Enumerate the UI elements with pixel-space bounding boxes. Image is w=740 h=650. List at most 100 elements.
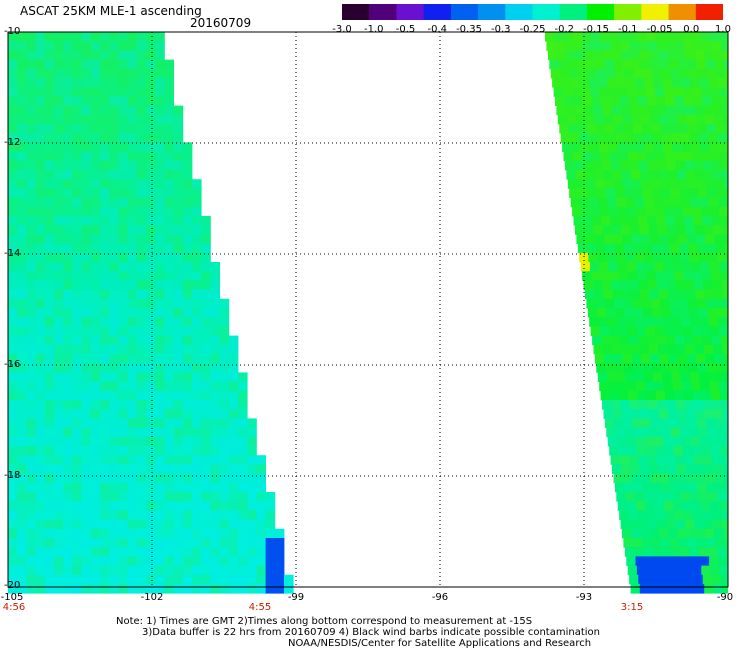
swath-cell <box>210 271 220 281</box>
swath-cell <box>17 50 27 60</box>
swath-cell <box>284 574 294 585</box>
swath-cell <box>678 124 689 134</box>
swath-cell <box>655 446 665 456</box>
swath-cell <box>687 538 698 548</box>
swath-cell <box>716 547 727 557</box>
swath-cell <box>629 574 639 585</box>
swath-cell <box>136 547 147 557</box>
swath-cell <box>684 574 694 585</box>
swath-cell <box>712 160 722 171</box>
swath-cell <box>146 280 156 290</box>
swath-cell <box>146 455 156 465</box>
swath-cell <box>146 565 156 576</box>
swath-cell <box>26 151 36 162</box>
swath-cell <box>647 280 658 290</box>
swath-cell <box>627 87 637 97</box>
swath-cell <box>17 206 27 217</box>
swath-cell <box>109 188 119 198</box>
swath-cell <box>155 427 165 438</box>
swath-cell <box>182 390 193 401</box>
swath-cell <box>54 446 64 456</box>
swath-cell <box>683 510 694 520</box>
swath-cell <box>669 538 679 548</box>
swath-cell <box>210 262 220 272</box>
swath-cell <box>247 473 257 484</box>
lat-label-14: -14 <box>4 248 21 259</box>
swath-cell <box>173 547 184 557</box>
swath-cell <box>682 565 693 576</box>
swath-cell <box>164 446 174 456</box>
colorbar-segment <box>369 4 397 20</box>
swath-cell <box>662 252 672 263</box>
swath-cell <box>109 455 119 465</box>
swath-cell <box>219 528 230 539</box>
swath-cell <box>81 354 92 364</box>
swath-cell <box>606 188 616 198</box>
swath-cell <box>597 308 607 318</box>
swath-cell <box>594 354 605 364</box>
swath-cell <box>612 289 623 300</box>
swath-cell <box>645 206 656 217</box>
swath-cell <box>54 78 64 88</box>
swath-cell <box>127 381 138 392</box>
swath-cell <box>100 216 110 226</box>
swath-cell <box>90 501 101 511</box>
swath-cell <box>228 510 239 520</box>
swath-cell <box>17 289 27 300</box>
swath-cell <box>639 50 650 60</box>
swath-cell <box>649 50 659 60</box>
swath-cell <box>8 243 18 254</box>
swath-cell <box>615 68 625 79</box>
swath-cell <box>699 556 710 566</box>
swath-cell <box>81 114 92 125</box>
swath-cell <box>714 59 725 70</box>
swath-cell <box>657 225 668 235</box>
swath-cell <box>8 308 18 318</box>
swath-cell <box>44 519 55 530</box>
swath-cell <box>192 372 202 382</box>
swath-cell <box>613 234 623 244</box>
swath-cell <box>90 41 101 51</box>
swath-cell <box>658 289 669 300</box>
swath-cell <box>44 280 55 290</box>
swath-cell <box>164 510 174 520</box>
swath-cell <box>201 574 211 585</box>
swath-cell <box>54 289 64 300</box>
swath-cell <box>658 584 668 594</box>
swath-cell <box>210 335 220 346</box>
swath-cell <box>668 59 679 70</box>
swath-cell <box>100 160 110 171</box>
swath-cell <box>719 446 728 456</box>
swath-cell <box>8 372 18 382</box>
swath-cell <box>656 216 666 226</box>
swath-cell <box>556 105 566 116</box>
swath-cell <box>201 234 211 244</box>
swath-cell <box>616 492 626 502</box>
swath-cell <box>228 436 239 447</box>
swath-cell <box>698 427 708 438</box>
swath-cell <box>44 114 55 125</box>
swath-cell <box>118 446 128 456</box>
swath-cell <box>100 124 110 134</box>
swath-cell <box>72 308 82 318</box>
swath-cell <box>63 473 73 484</box>
swath-cell <box>35 528 46 539</box>
swath-cell <box>54 381 64 392</box>
swath-cell <box>724 179 728 189</box>
swath-cell <box>707 427 718 438</box>
swath-cell <box>192 519 202 530</box>
swath-cell <box>677 114 687 125</box>
swath-cell <box>629 160 639 171</box>
swath-cell <box>127 78 138 88</box>
swath-cell <box>628 216 639 226</box>
swath-cell <box>63 482 73 493</box>
swath-cell <box>670 308 681 318</box>
swath-cell <box>63 114 73 125</box>
swath-cell <box>581 87 591 97</box>
swath-cell <box>26 216 36 226</box>
swath-cell <box>44 510 55 520</box>
swath-cell <box>702 335 713 346</box>
swath-cell <box>201 335 211 346</box>
swath-cell <box>677 409 687 419</box>
swath-cell <box>547 50 558 60</box>
